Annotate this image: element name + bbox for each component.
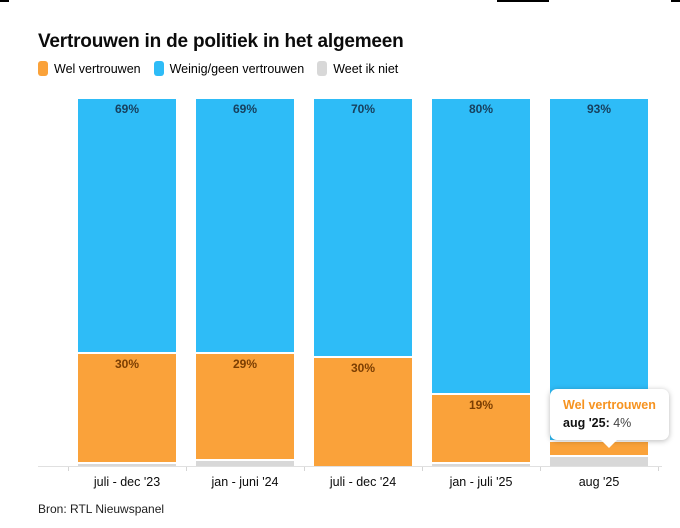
legend-swatch-gray bbox=[317, 61, 328, 76]
segment-weinig-geen-vertrouwen[interactable]: 80% bbox=[432, 99, 530, 393]
top-border-fragment bbox=[497, 0, 549, 2]
stacked-bar-juli-dec-24[interactable]: 70% 30% bbox=[314, 99, 412, 466]
x-axis-tick bbox=[68, 467, 69, 471]
segment-wel-vertrouwen[interactable] bbox=[550, 440, 648, 455]
data-label: 93% bbox=[586, 102, 612, 116]
bar-slot-juli-dec-23: 69% 30% bbox=[68, 99, 186, 466]
segment-wel-vertrouwen[interactable]: 30% bbox=[314, 355, 412, 466]
x-axis-label-jan-juni-24: jan - juni '24 bbox=[211, 475, 279, 489]
bar-slot-juli-dec-24: 70% 30% bbox=[304, 99, 422, 466]
tooltip-series-name: Wel vertrouwen bbox=[563, 398, 656, 412]
x-axis-label-juli-dec-24: juli - dec '24 bbox=[329, 475, 397, 489]
tooltip-category: aug '25: bbox=[563, 416, 610, 431]
top-border-fragment bbox=[0, 0, 9, 2]
segment-weet-ik-niet[interactable] bbox=[432, 462, 530, 466]
bar-slot-jan-juli-25: 80% 19% bbox=[422, 99, 540, 466]
legend-item-weinig-geen-vertrouwen[interactable]: Weinig/geen vertrouwen bbox=[153, 61, 305, 76]
stacked-bar-aug-25[interactable]: 93% bbox=[550, 99, 648, 466]
x-axis-label-juli-dec-23: juli - dec '23 bbox=[93, 475, 161, 489]
legend-label: Weinig/geen vertrouwen bbox=[169, 61, 305, 76]
segment-weet-ik-niet[interactable] bbox=[78, 462, 176, 466]
source-credit: Bron: RTL Nieuwspanel bbox=[38, 502, 165, 516]
x-axis-tick bbox=[658, 467, 659, 471]
bar-slot-aug-25: 93% bbox=[540, 99, 658, 466]
segment-weinig-geen-vertrouwen[interactable]: 70% bbox=[314, 99, 412, 356]
segment-wel-vertrouwen[interactable]: 30% bbox=[78, 352, 176, 463]
data-label: 19% bbox=[468, 397, 494, 412]
top-border-fragment bbox=[671, 0, 680, 2]
data-label: 29% bbox=[232, 357, 258, 372]
x-axis-tick bbox=[186, 467, 187, 471]
stacked-bar-jan-juni-24[interactable]: 69% 29% bbox=[196, 99, 294, 466]
chart-title: Vertrouwen in de politiek in het algemee… bbox=[38, 31, 404, 52]
segment-weet-ik-niet[interactable] bbox=[196, 458, 294, 466]
x-axis-tick bbox=[304, 467, 305, 471]
data-label: 70% bbox=[350, 102, 376, 116]
segment-wel-vertrouwen[interactable]: 19% bbox=[432, 392, 530, 463]
legend-item-weet-ik-niet[interactable]: Weet ik niet bbox=[317, 61, 398, 76]
legend-label: Weet ik niet bbox=[333, 61, 399, 76]
x-axis-label-aug-25: aug '25 bbox=[578, 475, 620, 489]
data-label: 30% bbox=[114, 357, 140, 372]
stacked-bar-jan-juli-25[interactable]: 80% 19% bbox=[432, 99, 530, 466]
data-label: 69% bbox=[114, 102, 140, 116]
data-label: 30% bbox=[350, 360, 376, 375]
legend-swatch-blue bbox=[153, 61, 164, 76]
segment-weinig-geen-vertrouwen[interactable]: 93% bbox=[550, 99, 648, 441]
segment-weinig-geen-vertrouwen[interactable]: 69% bbox=[196, 99, 294, 353]
x-axis-line bbox=[38, 466, 662, 467]
segment-wel-vertrouwen[interactable]: 29% bbox=[196, 352, 294, 459]
legend-swatch-orange bbox=[38, 61, 48, 76]
x-axis-tick bbox=[540, 467, 541, 471]
x-axis-label-jan-juli-25: jan - juli '25 bbox=[449, 475, 513, 489]
stacked-bar-juli-dec-23[interactable]: 69% 30% bbox=[78, 99, 176, 466]
bar-slot-jan-juni-24: 69% 29% bbox=[186, 99, 304, 466]
x-axis-labels: juli - dec '23 jan - juni '24 juli - dec '… bbox=[68, 475, 658, 489]
plot-area: Wel vertrouwen aug '25: 4% 69% 30% 69% 29% 7… bbox=[68, 99, 669, 466]
data-label: 69% bbox=[232, 102, 258, 116]
x-axis-tick bbox=[422, 467, 423, 471]
segment-weet-ik-niet[interactable] bbox=[550, 454, 648, 466]
segment-weinig-geen-vertrouwen[interactable]: 69% bbox=[78, 99, 176, 353]
tooltip-value: 4% bbox=[613, 416, 632, 431]
chart-legend: Wel vertrouwen Weinig/geen vertrouwen We… bbox=[38, 61, 398, 76]
tooltip: Wel vertrouwen aug '25: 4% bbox=[550, 389, 669, 449]
data-label: 80% bbox=[468, 102, 494, 116]
legend-item-wel-vertrouwen[interactable]: Wel vertrouwen bbox=[38, 61, 141, 76]
tooltip-value-line: aug '25: 4% bbox=[563, 414, 656, 432]
legend-label: Wel vertrouwen bbox=[54, 61, 141, 76]
